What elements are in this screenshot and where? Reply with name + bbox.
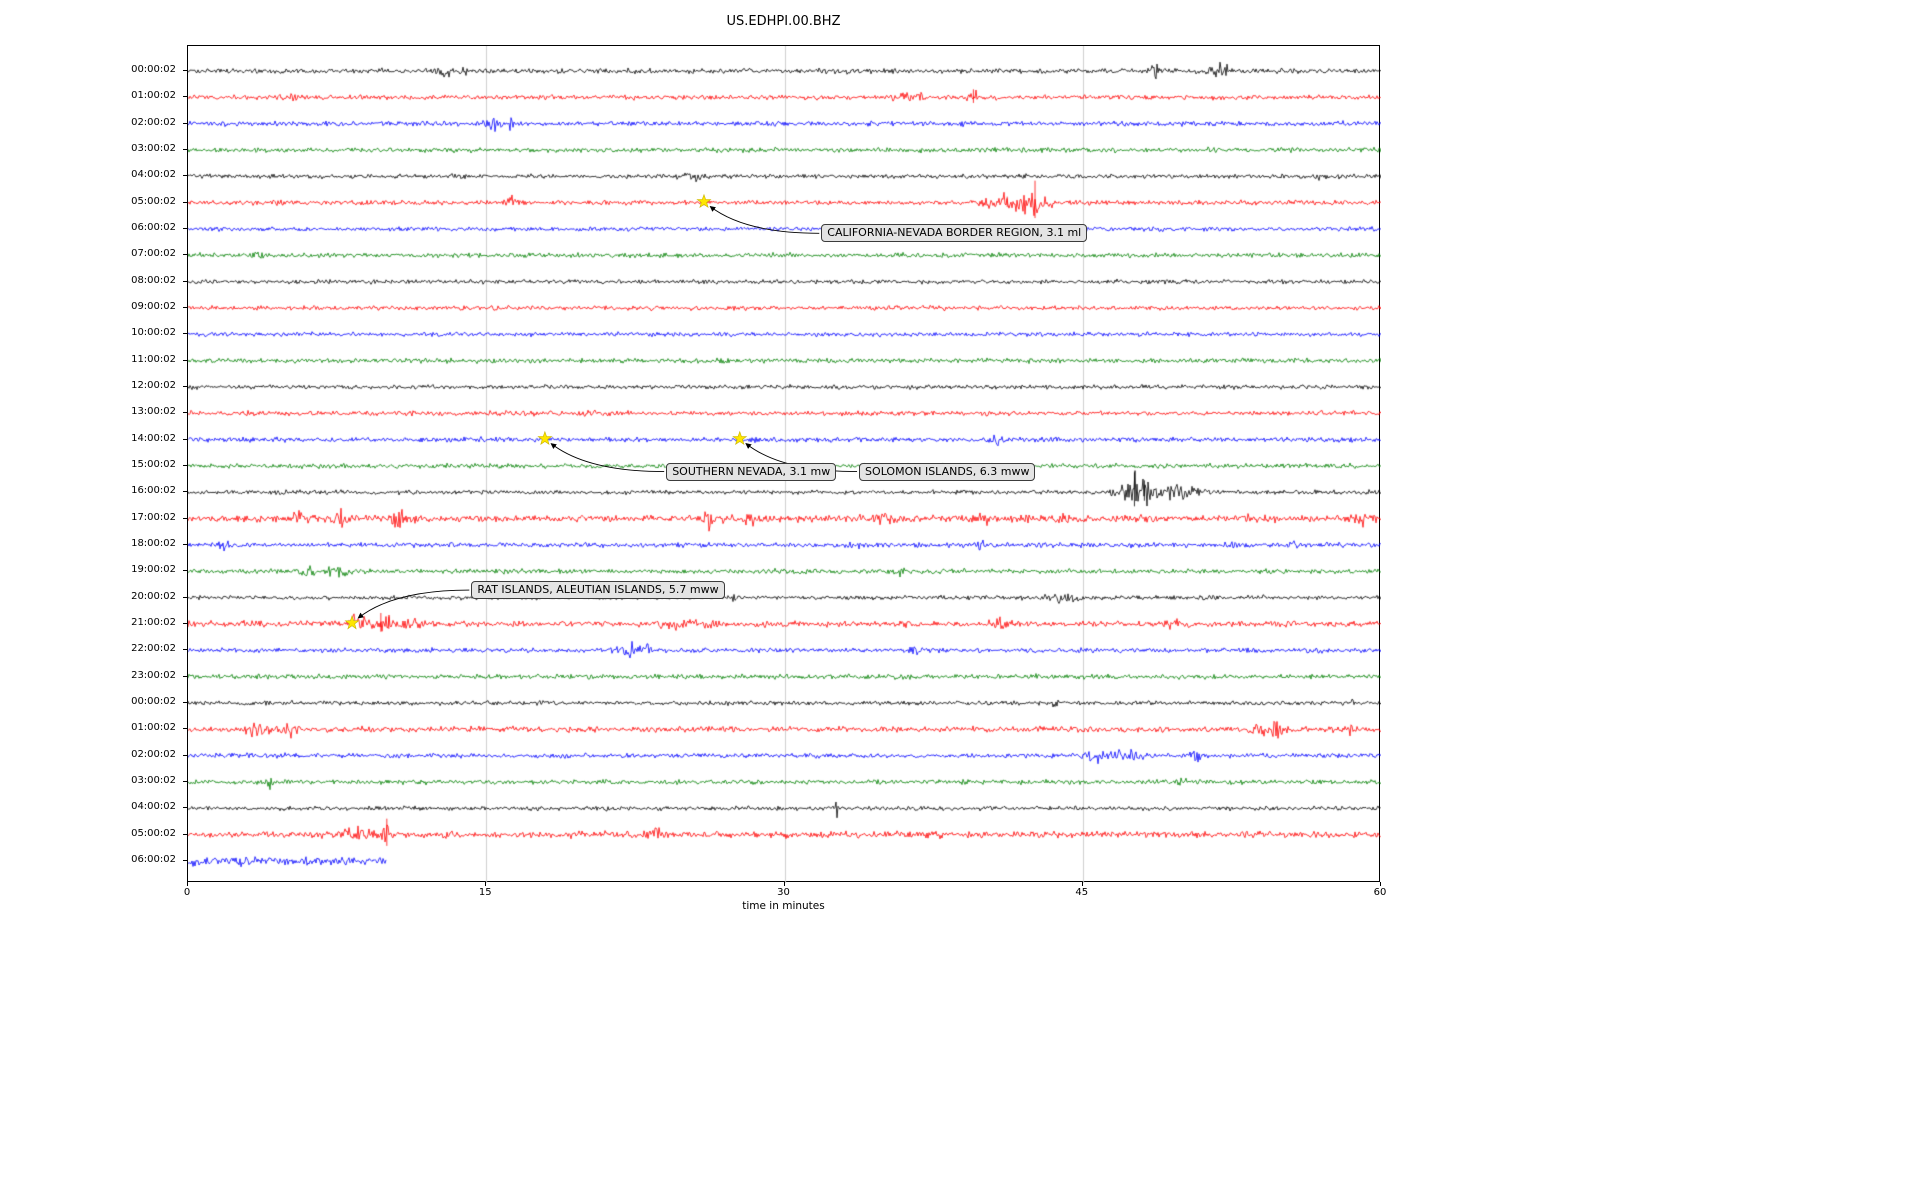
y-tick-label: 01:00:02 bbox=[131, 722, 176, 734]
x-tick-label: 15 bbox=[478, 887, 492, 898]
y-tick-mark bbox=[183, 622, 187, 624]
event-label: RAT ISLANDS, ALEUTIAN ISLANDS, 5.7 mww bbox=[471, 581, 725, 600]
y-tick-label: 17:00:02 bbox=[131, 511, 176, 523]
y-tick-mark bbox=[183, 122, 187, 124]
y-tick-label: 21:00:02 bbox=[131, 616, 176, 628]
y-tick-mark bbox=[183, 438, 187, 440]
y-tick-mark bbox=[183, 70, 187, 71]
y-tick-mark bbox=[183, 96, 187, 98]
y-tick-label: 06:00:02 bbox=[131, 853, 176, 865]
y-tick-mark bbox=[183, 754, 187, 756]
y-tick-label: 00:00:02 bbox=[131, 695, 176, 707]
event-label: CALIFORNIA-NEVADA BORDER REGION, 3.1 ml bbox=[821, 224, 1088, 243]
y-tick-mark bbox=[183, 596, 187, 598]
y-tick-label: 02:00:02 bbox=[131, 116, 176, 128]
y-tick-label: 04:00:02 bbox=[131, 801, 176, 813]
x-tick-mark bbox=[1081, 882, 1083, 886]
y-tick-label: 18:00:02 bbox=[131, 537, 176, 549]
y-tick-mark bbox=[183, 254, 187, 256]
chart-title: US.EDHPI.00.BHZ bbox=[726, 14, 841, 29]
y-tick-mark bbox=[183, 780, 187, 782]
x-axis-label: time in minutes bbox=[742, 900, 825, 912]
y-tick-mark bbox=[183, 227, 187, 229]
y-tick-label: 20:00:02 bbox=[131, 590, 176, 602]
y-tick-mark bbox=[183, 649, 187, 651]
y-tick-mark bbox=[183, 517, 187, 519]
x-tick-mark bbox=[1380, 882, 1381, 886]
y-tick-label: 00:00:02 bbox=[131, 64, 176, 75]
y-tick-mark bbox=[183, 385, 187, 387]
y-tick-label: 04:00:02 bbox=[131, 169, 176, 181]
y-tick-label: 11:00:02 bbox=[131, 353, 176, 365]
y-tick-mark bbox=[183, 859, 187, 861]
y-tick-mark bbox=[183, 728, 187, 730]
y-tick-label: 09:00:02 bbox=[131, 300, 176, 312]
y-tick-mark bbox=[183, 570, 187, 572]
y-tick-mark bbox=[183, 175, 187, 177]
y-tick-label: 14:00:02 bbox=[131, 432, 176, 444]
x-tick-label: 45 bbox=[1075, 887, 1089, 898]
y-tick-mark bbox=[183, 359, 187, 361]
y-tick-mark bbox=[183, 543, 187, 545]
x-tick-mark bbox=[485, 882, 487, 886]
event-label: SOUTHERN NEVADA, 3.1 mw bbox=[666, 462, 837, 481]
y-tick-mark bbox=[183, 333, 187, 335]
y-tick-mark bbox=[183, 675, 187, 677]
x-tick-label: 0 bbox=[183, 887, 191, 898]
y-tick-mark bbox=[183, 412, 187, 414]
y-tick-label: 16:00:02 bbox=[131, 485, 176, 497]
y-tick-label: 01:00:02 bbox=[131, 90, 176, 102]
y-tick-label: 07:00:02 bbox=[131, 248, 176, 260]
y-tick-mark bbox=[183, 807, 187, 809]
y-tick-label: 05:00:02 bbox=[131, 827, 176, 839]
y-tick-label: 02:00:02 bbox=[131, 748, 176, 760]
y-tick-label: 22:00:02 bbox=[131, 643, 176, 655]
plot-area bbox=[187, 45, 1381, 883]
y-tick-mark bbox=[183, 148, 187, 150]
x-tick-label: 30 bbox=[777, 887, 790, 898]
x-tick-label: 60 bbox=[1373, 887, 1387, 898]
x-tick-mark bbox=[783, 882, 785, 886]
y-tick-label: 13:00:02 bbox=[131, 406, 176, 418]
y-tick-label: 06:00:02 bbox=[131, 221, 176, 233]
event-label: SOLOMON ISLANDS, 6.3 mww bbox=[859, 462, 1036, 481]
y-tick-label: 03:00:02 bbox=[131, 142, 176, 154]
y-tick-mark bbox=[183, 464, 187, 466]
y-tick-label: 08:00:02 bbox=[131, 274, 176, 286]
x-tick-mark bbox=[187, 882, 188, 886]
y-tick-label: 15:00:02 bbox=[131, 458, 176, 470]
y-tick-label: 23:00:02 bbox=[131, 669, 176, 681]
y-tick-mark bbox=[183, 491, 187, 493]
y-tick-label: 03:00:02 bbox=[131, 774, 176, 786]
y-tick-label: 10:00:02 bbox=[131, 327, 176, 339]
y-tick-mark bbox=[183, 701, 187, 703]
y-tick-mark bbox=[183, 201, 187, 203]
y-tick-mark bbox=[183, 833, 187, 835]
y-tick-mark bbox=[183, 306, 187, 308]
y-tick-mark bbox=[183, 280, 187, 282]
y-tick-label: 05:00:02 bbox=[131, 195, 176, 207]
y-tick-label: 12:00:02 bbox=[131, 379, 176, 391]
y-tick-label: 19:00:02 bbox=[131, 564, 176, 576]
